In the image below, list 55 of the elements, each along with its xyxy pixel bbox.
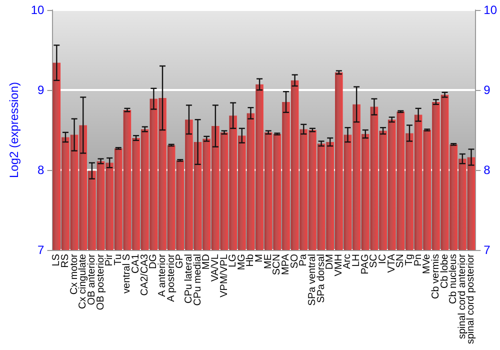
x-tick-label: GP — [174, 254, 186, 268]
x-tick-label: CA2/CA3 — [139, 254, 150, 296]
x-tick-label: Cb nucleus — [448, 254, 460, 304]
x-tick-label: SN — [395, 254, 406, 268]
x-tick-label: SO — [289, 254, 300, 268]
x-tick-label: MG — [236, 254, 248, 270]
x-tick-label: CA1 — [130, 254, 142, 274]
x-tick-label: LG — [228, 254, 239, 268]
x-tick-label: VMH — [333, 254, 344, 276]
x-tick-label: VPM/VPL — [218, 254, 230, 298]
x-tick-label: A posterior — [166, 253, 177, 302]
x-tick-label: ventral S — [122, 254, 133, 294]
x-tick-label: MVe — [422, 254, 433, 274]
x-tick-label: Tg — [404, 254, 415, 266]
x-tick-label: Pir — [104, 253, 116, 266]
x-tick-label: OB anterior — [86, 253, 98, 306]
x-tick-label: VTA — [386, 254, 398, 273]
y2-tick-label: 7 — [484, 243, 491, 257]
x-tick-label: VA/VL — [210, 254, 221, 282]
x-tick-label: MPA — [280, 254, 292, 275]
x-tick-label: SPa ventral — [306, 254, 318, 306]
x-tick-label: OB posterior — [95, 253, 106, 310]
x-tick-label: CPu medial — [192, 254, 204, 306]
x-tick-label: SCN — [272, 254, 283, 276]
x-tick-label: Hb — [245, 254, 256, 267]
x-tick-label: Arc — [342, 254, 354, 269]
y2-tick-label: 9 — [484, 83, 491, 97]
x-tick-label: PAG — [360, 254, 371, 274]
x-tick-label: CPu lateral — [183, 254, 194, 304]
x-tick-label: Cb lobe — [439, 254, 450, 288]
x-tick-label: Cb vermis — [430, 254, 442, 300]
x-tick-label: Tu — [112, 254, 124, 266]
y2-tick-label: 10 — [484, 3, 498, 17]
x-tick-label: DM — [324, 254, 336, 270]
y-tick-label: 8 — [38, 163, 45, 177]
x-tick-label: Pn — [412, 254, 424, 266]
x-tick-label: RS — [60, 254, 71, 268]
y-axis-title: Log2 (expression) — [7, 82, 21, 178]
x-tick-label: spinal cord anterior — [456, 253, 468, 340]
x-tick-label: Pa — [298, 254, 310, 266]
x-tick-label: Cx cingulate — [78, 254, 89, 310]
y2-tick-label: 8 — [484, 163, 491, 177]
x-tick-label: DG — [148, 254, 160, 269]
x-tick-label: ME — [262, 254, 274, 269]
x-tick-label: LS — [51, 254, 62, 266]
x-tick-label: M — [254, 254, 266, 262]
x-tick-label: LH — [351, 254, 362, 267]
x-tick-label: IC — [378, 254, 389, 264]
x-tick-label: SPa dorsal — [316, 254, 327, 303]
x-tick-label: A anterior — [157, 253, 168, 297]
x-tick-label: SC — [368, 254, 380, 268]
y-tick-label: 9 — [38, 83, 45, 97]
x-tick-label: spinal cord posterior — [466, 253, 477, 344]
y-tick-label: 7 — [38, 243, 45, 257]
y-tick-label: 10 — [30, 3, 45, 17]
